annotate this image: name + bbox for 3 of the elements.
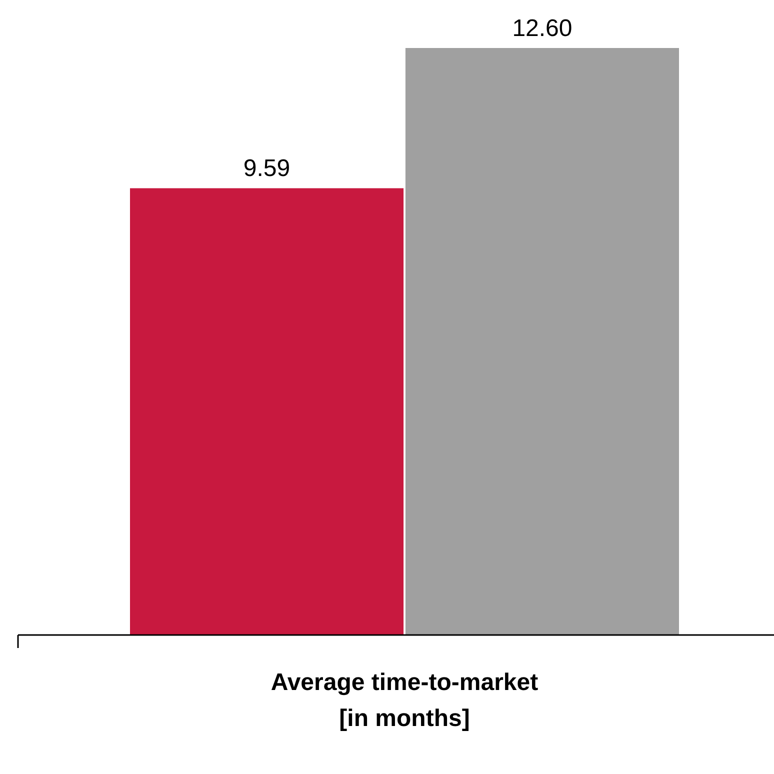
x-axis-title: Average time-to-market [in months] bbox=[270, 669, 538, 732]
data-label: 12.60 bbox=[512, 15, 572, 42]
data-label: 9.59 bbox=[243, 155, 290, 182]
